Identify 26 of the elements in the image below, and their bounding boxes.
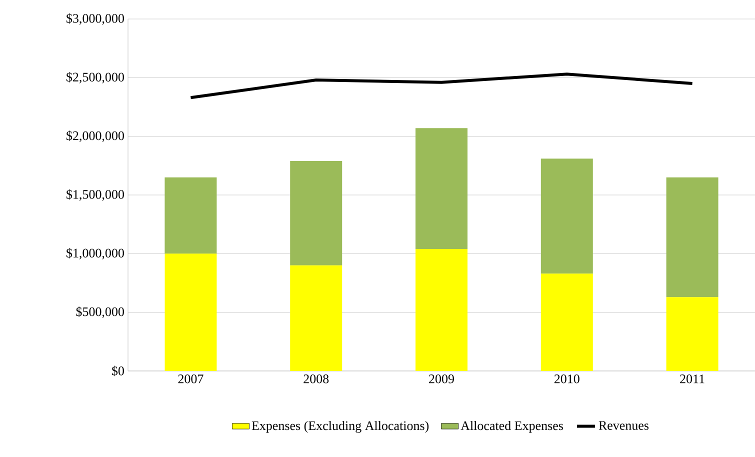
y-tick-label: $0 bbox=[112, 366, 124, 376]
bar bbox=[666, 297, 718, 371]
y-tick-label: $2,000,000 bbox=[66, 130, 124, 142]
bar bbox=[666, 177, 718, 298]
bar bbox=[416, 248, 468, 371]
x-tick-label: 2008 bbox=[304, 374, 329, 384]
bar bbox=[416, 128, 468, 249]
y-tick-label: $1,500,000 bbox=[66, 189, 124, 201]
bar bbox=[164, 177, 217, 254]
legend-label: Allocated Expenses bbox=[460, 420, 564, 433]
x-tick-label: 2011 bbox=[680, 374, 704, 384]
x-tick-label: 2007 bbox=[178, 374, 204, 384]
bar bbox=[164, 254, 217, 371]
bar bbox=[540, 274, 593, 371]
y-tick-label: $2,500,000 bbox=[66, 72, 124, 84]
x-tick-label: 2009 bbox=[429, 374, 454, 384]
y-tick-label: $3,000,000 bbox=[66, 13, 124, 25]
x-tick-label: 2010 bbox=[554, 374, 580, 384]
legend-label: Expenses (Excluding Allocations) bbox=[252, 420, 429, 433]
bar bbox=[540, 158, 593, 274]
y-tick-label: $1,000,000 bbox=[66, 248, 124, 260]
y-tick-label: $500,000 bbox=[76, 306, 124, 318]
legend-label: Revenues bbox=[598, 421, 649, 430]
bar bbox=[290, 265, 342, 371]
line-series bbox=[189, 72, 694, 100]
bar bbox=[290, 160, 342, 266]
